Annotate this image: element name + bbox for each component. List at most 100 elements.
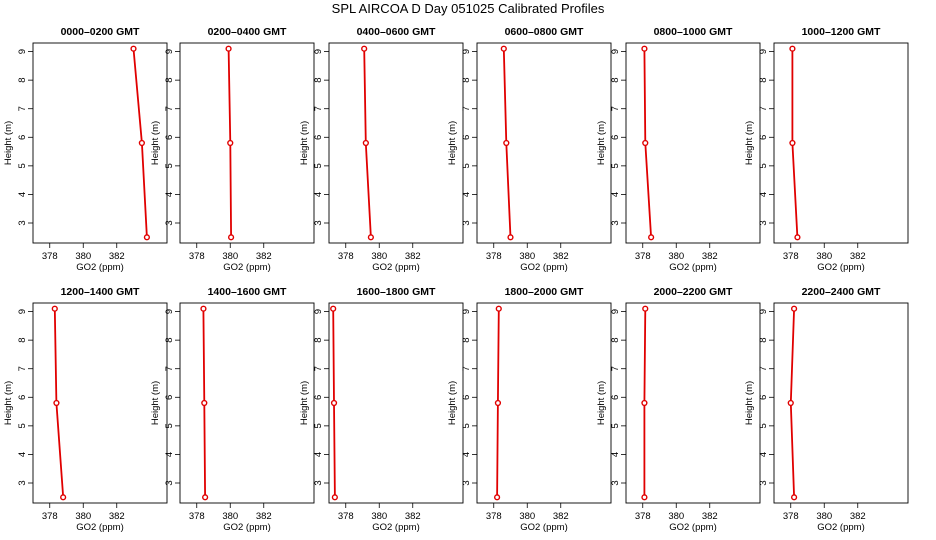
y-tick-label: 9 [461,49,472,54]
y-tick-label: 4 [758,192,769,197]
y-tick-label: 5 [17,163,28,168]
profile-point [227,234,235,241]
y-tick-label: 4 [164,452,175,457]
plot-frame [328,42,464,244]
panel-title: 1000–1200 GMT [802,26,881,38]
y-tick-label: 5 [313,163,324,168]
y-tick-label: 4 [610,192,621,197]
x-tick-label: 380 [668,511,684,522]
profile-point [331,494,338,501]
profile-point [789,45,796,52]
x-tick-label: 382 [553,251,569,262]
y-tick-label: 6 [17,395,28,400]
panel-title: 1400–1600 GMT [208,286,287,298]
y-tick-label: 8 [758,77,769,82]
profile-point [361,45,368,52]
x-axis-label: GO2 (ppm) [76,262,124,273]
y-tick-label: 4 [758,452,769,457]
x-tick-label: 378 [189,511,205,522]
profile-panel: 1800–2000 GMT 378 380 382 3 4 5 6 7 8 9 GO2 (ppm) He… [447,286,612,533]
x-tick-label: 380 [222,251,238,262]
plot-frame [773,302,909,504]
y-tick-label: 8 [17,77,28,82]
profile-point [60,494,67,501]
profile-point [330,305,337,312]
y-tick-label: 6 [758,395,769,400]
y-tick-label: 5 [164,423,175,428]
y-tick-label: 9 [164,309,175,314]
y-tick-label: 6 [758,135,769,140]
profile-panel: 1200–1400 GMT 378 380 382 3 4 5 6 7 8 9 GO2 (ppm) He… [3,286,168,533]
y-tick-label: 7 [461,106,472,111]
profile-point [200,305,207,312]
y-tick-label: 7 [758,106,769,111]
profile-point [494,494,501,501]
x-tick-label: 378 [783,251,799,262]
plot-frame [32,302,168,504]
plot-frame [32,42,168,244]
x-tick-label: 378 [486,251,502,262]
y-tick-label: 5 [461,163,472,168]
y-tick-label: 8 [313,77,324,82]
x-tick-label: 382 [405,511,421,522]
profile-point [225,45,232,52]
profile-point [787,399,794,407]
profile-point [790,494,798,501]
profile-panel: 0200–0400 GMT 378 380 382 3 4 5 6 7 8 9 GO2 (ppm) He… [150,26,315,273]
x-tick-label: 382 [850,511,866,522]
y-tick-label: 3 [610,480,621,485]
profile-point [201,399,208,407]
x-tick-label: 380 [222,511,238,522]
x-tick-label: 382 [553,511,569,522]
x-tick-label: 382 [256,511,272,522]
plot-frame [625,302,761,504]
profile-point [227,139,234,147]
y-tick-label: 7 [313,106,324,111]
y-tick-label: 3 [17,480,28,485]
x-axis-label: GO2 (ppm) [372,522,420,533]
profile-panel: 0800–1000 GMT 378 380 382 3 4 5 6 7 8 9 GO2 (ppm) He… [596,26,761,273]
y-tick-label: 6 [610,395,621,400]
x-tick-label: 382 [702,511,718,522]
y-tick-label: 5 [758,163,769,168]
y-tick-label: 4 [610,452,621,457]
y-tick-label: 5 [164,163,175,168]
y-axis-label: Height (m) [3,381,14,425]
profile-point [641,399,648,407]
y-axis-label: Height (m) [447,121,458,165]
x-tick-label: 382 [256,251,272,262]
profile-point [503,139,510,147]
plot-frame [328,302,464,504]
profile-point [794,234,801,241]
y-axis-label: Height (m) [744,381,755,425]
y-axis-label: Height (m) [299,381,310,425]
page-title: SPL AIRCOA D Day 051025 Calibrated Profi… [331,1,605,16]
x-axis-label: GO2 (ppm) [520,522,568,533]
y-tick-label: 3 [313,220,324,225]
y-tick-label: 6 [313,395,324,400]
x-tick-label: 380 [75,251,91,262]
x-axis-label: GO2 (ppm) [817,522,865,533]
y-tick-label: 5 [610,423,621,428]
y-tick-label: 4 [164,192,175,197]
x-axis-label: GO2 (ppm) [669,522,717,533]
x-tick-label: 380 [816,251,832,262]
y-tick-label: 6 [313,135,324,140]
y-tick-label: 6 [461,395,472,400]
plot-frame [625,42,761,244]
profile-point [642,305,649,312]
plot-frame [476,42,612,244]
plot-frame [179,42,315,244]
x-axis-label: GO2 (ppm) [372,262,420,273]
y-tick-label: 8 [313,337,324,342]
y-axis-label: Height (m) [596,121,607,165]
x-tick-label: 382 [405,251,421,262]
y-tick-label: 7 [313,366,324,371]
profile-panel: 0000–0200 GMT 378 380 382 3 4 5 6 7 8 9 GO2 (ppm) He… [3,26,168,273]
y-tick-label: 7 [610,366,621,371]
y-tick-label: 7 [461,366,472,371]
y-tick-label: 5 [758,423,769,428]
y-tick-label: 4 [17,452,28,457]
y-tick-label: 6 [610,135,621,140]
y-tick-label: 8 [17,337,28,342]
